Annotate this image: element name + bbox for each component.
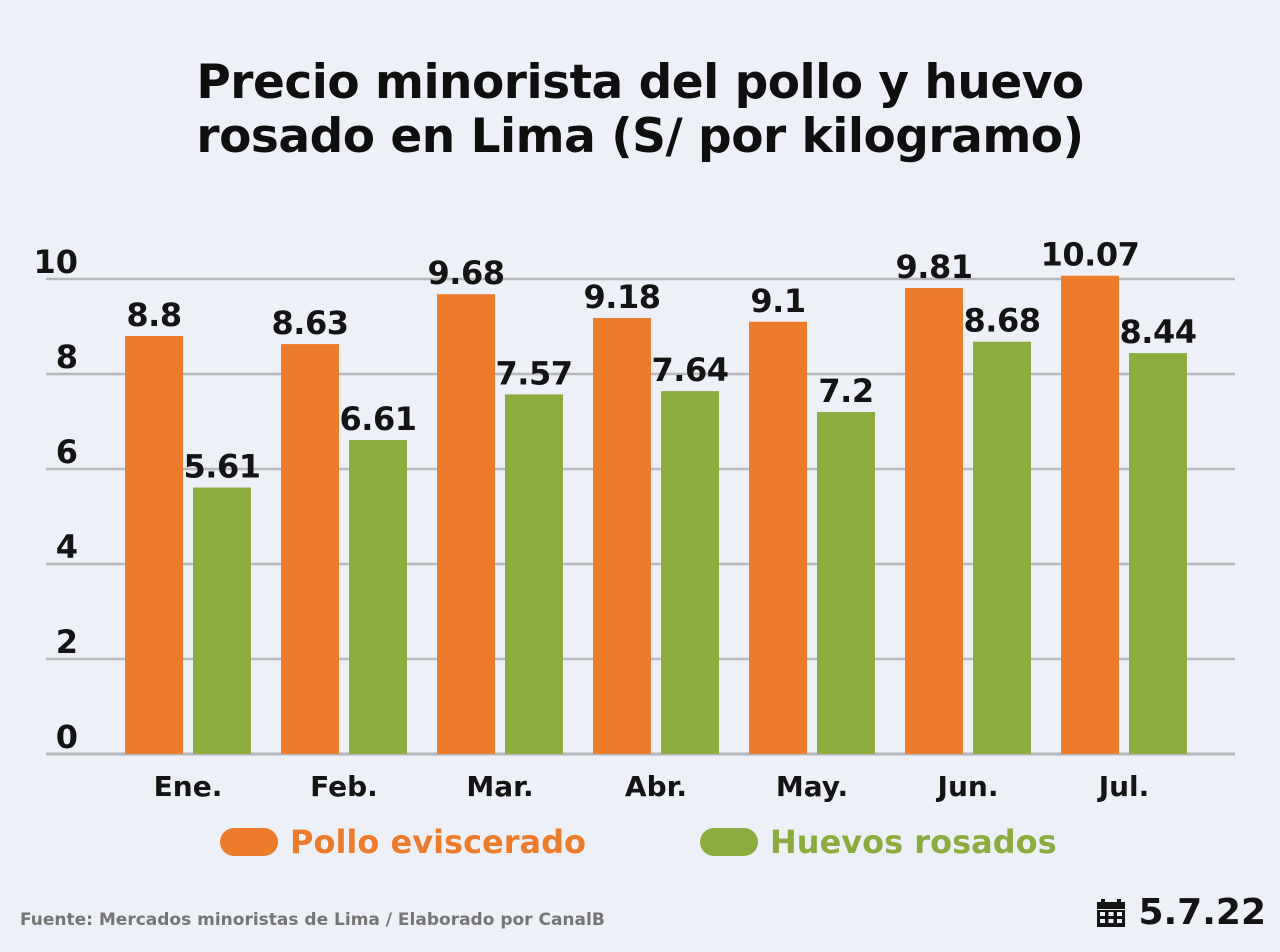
legend-swatch-huevos (700, 828, 758, 856)
legend-label-huevos: Huevos rosados (770, 823, 1057, 861)
source-note: Fuente: Mercados minoristas de Lima / El… (20, 910, 605, 930)
data-label: 9.18 (584, 278, 661, 316)
data-label: 8.8 (126, 296, 181, 334)
legend-item-huevos: Huevos rosados (700, 820, 1057, 864)
date-stamp: 5.7.22 (1096, 892, 1266, 933)
y-tick-label: 8 (56, 338, 78, 376)
bar-pollo (125, 336, 183, 754)
y-tick-label: 0 (56, 718, 78, 756)
date-text: 5.7.22 (1138, 892, 1266, 933)
data-label: 8.63 (272, 304, 349, 342)
data-label: 5.61 (184, 448, 261, 486)
bar-huevos (817, 412, 875, 754)
bar-pollo (1061, 275, 1119, 754)
data-label: 9.1 (750, 282, 805, 320)
data-label: 8.44 (1120, 313, 1197, 351)
chart-title-line-1: Precio minorista del pollo y huevo (196, 55, 1084, 110)
y-tick-label: 4 (56, 528, 78, 566)
bar-huevos (1129, 353, 1187, 754)
y-tick-label: 2 (56, 623, 78, 661)
bar-pollo (281, 344, 339, 754)
bar-pollo (593, 317, 651, 754)
x-tick-label: Mar. (466, 770, 533, 803)
data-label: 7.64 (652, 351, 729, 389)
chart-title: Precio minorista del pollo y huevo rosad… (0, 56, 1280, 164)
data-label: 8.68 (964, 302, 1041, 340)
bar-huevos (505, 394, 563, 754)
x-tick-label: Feb. (310, 770, 378, 803)
bar-huevos (973, 341, 1031, 754)
x-tick-label: May. (776, 770, 848, 803)
data-label: 9.68 (428, 254, 505, 292)
bar-pollo (437, 294, 495, 754)
calendar-icon (1097, 898, 1126, 927)
data-label: 9.81 (896, 248, 973, 286)
bar-pollo (749, 321, 807, 754)
bar-pollo (905, 288, 963, 754)
data-label: 6.61 (340, 400, 417, 438)
legend-label-pollo: Pollo eviscerado (290, 823, 587, 861)
bar-huevos (193, 487, 251, 754)
data-label: 10.07 (1041, 236, 1140, 274)
legend-item-pollo: Pollo eviscerado (220, 820, 586, 864)
x-tick-label: Jul. (1097, 770, 1150, 803)
bar-huevos (349, 440, 407, 754)
x-tick-label: Ene. (154, 770, 223, 803)
y-tick-label: 6 (56, 433, 78, 471)
chart-title-line-2: rosado en Lima (S/ por kilogramo) (196, 109, 1084, 164)
y-tick-label: 10 (33, 243, 78, 281)
x-tick-label: Jun. (936, 770, 999, 803)
bar-huevos (661, 391, 719, 754)
x-tick-label: Abr. (625, 770, 687, 803)
data-label: 7.2 (818, 372, 873, 410)
legend-swatch-pollo (220, 828, 278, 856)
data-label: 7.57 (496, 354, 573, 392)
